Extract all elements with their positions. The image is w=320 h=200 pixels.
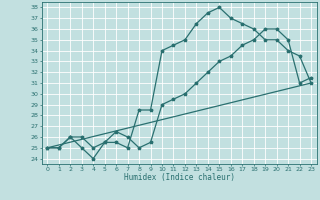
X-axis label: Humidex (Indice chaleur): Humidex (Indice chaleur) [124, 173, 235, 182]
